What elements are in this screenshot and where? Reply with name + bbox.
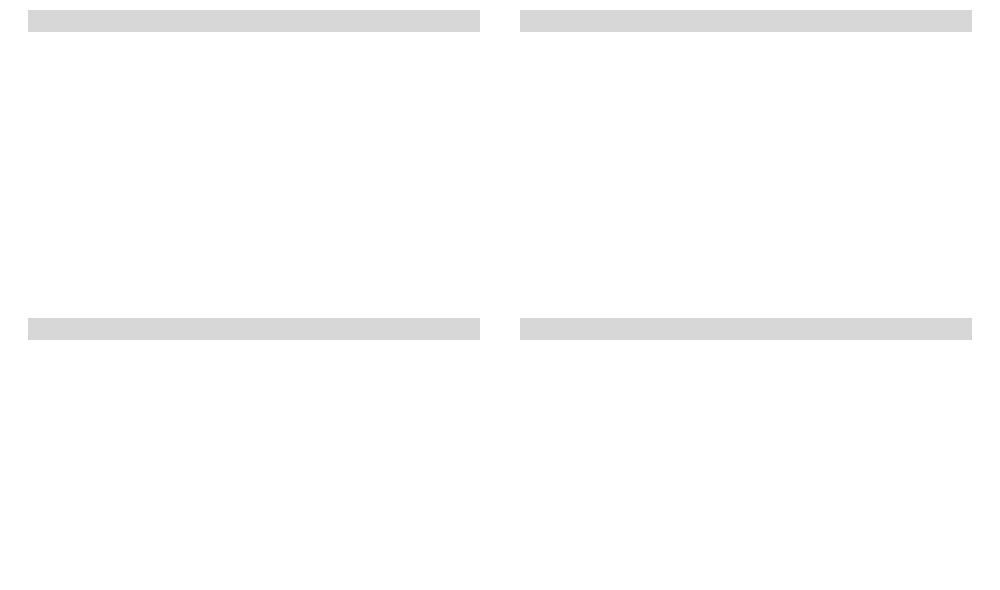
discharge-characteristics-chart	[20, 42, 490, 314]
section-header-float-life	[520, 318, 972, 340]
section-header-float-charging	[520, 10, 972, 32]
section-header-temperature-capacity	[28, 318, 480, 340]
temperature-capacity-chart	[20, 352, 490, 567]
section-header-discharge-characteristics	[28, 10, 480, 32]
float-life-chart	[510, 352, 990, 577]
float-charging-characteristics-chart	[510, 42, 990, 314]
